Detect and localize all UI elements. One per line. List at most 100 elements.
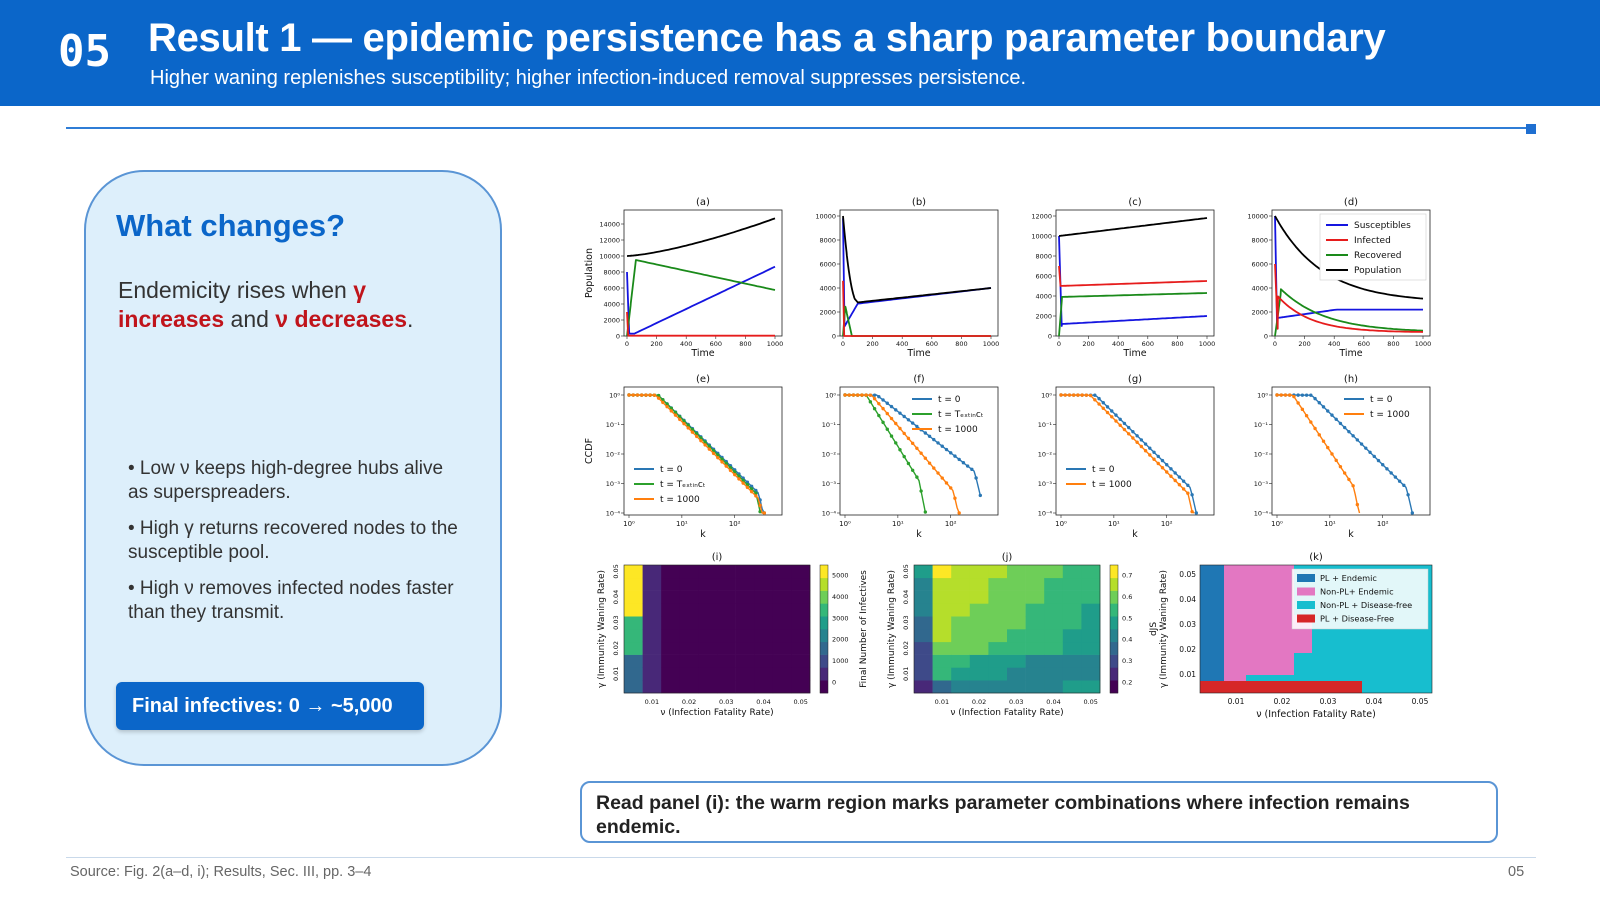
ccdf-marker xyxy=(1181,479,1186,483)
heatmap-cell xyxy=(698,603,718,617)
ccdf-marker xyxy=(881,420,885,425)
tick-label: 800 xyxy=(955,340,967,348)
ccdf-marker xyxy=(1105,410,1110,415)
ccdf-marker xyxy=(1114,413,1118,417)
ccdf-marker xyxy=(1110,415,1114,419)
tick-label: 0.02 xyxy=(1274,697,1291,706)
heatmap-cell xyxy=(1025,577,1045,591)
heatmap-cell xyxy=(735,680,755,694)
ccdf-marker xyxy=(1114,419,1118,423)
ccdf-marker xyxy=(656,396,661,400)
heatmap-cell xyxy=(772,629,792,643)
ccdf-marker xyxy=(673,410,678,415)
ccdf-marker xyxy=(728,468,733,473)
tick-label: 2000 xyxy=(1251,309,1268,317)
heatmap-cell xyxy=(1044,577,1064,591)
series-I xyxy=(626,311,775,337)
heatmap-cell xyxy=(679,565,699,579)
colorbar-step xyxy=(820,654,828,668)
ccdf-marker xyxy=(1321,405,1326,409)
panel-label: (d) xyxy=(1344,197,1358,208)
heatmap-cell xyxy=(642,680,662,694)
slide-number: 05 xyxy=(58,26,111,77)
heatmap-cell xyxy=(717,616,736,630)
x-axis-label: k xyxy=(1132,529,1138,540)
heatmap-cell xyxy=(679,577,699,591)
tick-label: 5000 xyxy=(832,572,849,580)
legend-label: t = Tₑₓₜᵢₙcₜ xyxy=(660,480,706,490)
legend-label: t = 0 xyxy=(1092,465,1115,475)
lead-middle: and xyxy=(224,306,276,332)
ccdf-marker xyxy=(720,460,724,464)
ccdf-marker xyxy=(953,454,957,458)
ccdf-marker xyxy=(1326,445,1330,450)
ccdf-marker xyxy=(1190,509,1194,514)
heatmap-cell xyxy=(1044,641,1064,655)
series-S xyxy=(626,265,776,335)
series-P xyxy=(1058,217,1208,237)
heatmap-cell xyxy=(717,680,736,694)
tick-label: 10¹ xyxy=(1324,520,1336,528)
tick-label: 10000 xyxy=(815,213,836,221)
heatmap-cell xyxy=(969,616,989,630)
ccdf-marker xyxy=(927,434,932,438)
heatmap-cell xyxy=(1081,654,1101,668)
heatmap-cell xyxy=(772,641,792,655)
ccdf-marker xyxy=(1122,421,1127,426)
tick-label: 0.02 xyxy=(612,641,620,655)
colorbar-step xyxy=(1110,629,1118,643)
heatmap-cell xyxy=(951,629,971,643)
tick-label: 0.02 xyxy=(1179,645,1196,654)
colorbar-step xyxy=(1110,565,1118,579)
colorbar-label: dJS xyxy=(1149,622,1159,636)
ccdf-marker xyxy=(970,467,974,472)
heatmap-cell xyxy=(791,641,811,655)
heatmap-cell xyxy=(642,577,662,591)
ccdf-marker xyxy=(1126,425,1131,430)
heatmap-cell xyxy=(951,590,971,604)
ccdf-marker xyxy=(1093,393,1097,397)
tick-label: 2000 xyxy=(819,309,836,317)
heatmap-cell xyxy=(754,629,774,643)
plot-frame xyxy=(839,209,999,337)
heatmap-cell xyxy=(679,641,699,655)
ccdf-marker xyxy=(1190,493,1194,497)
y-axis-label: CCDF xyxy=(584,438,595,464)
ccdf-marker xyxy=(885,411,889,416)
ccdf-marker xyxy=(1173,478,1177,483)
heatmap-cell xyxy=(969,629,989,643)
ccdf-marker xyxy=(1296,401,1300,405)
heatmap-cell xyxy=(1025,654,1045,668)
tick-label: 10000 xyxy=(1031,233,1052,241)
legend-label: PL + Endemic xyxy=(1320,573,1377,583)
tick-label: 0.05 xyxy=(1179,570,1196,579)
ccdf-marker xyxy=(915,424,919,429)
heatmap-cell xyxy=(914,565,933,579)
heatmap-cell xyxy=(988,603,1008,617)
ccdf-marker xyxy=(694,434,699,439)
tick-label: 12000 xyxy=(599,237,620,245)
ccdf-marker xyxy=(631,393,635,397)
heatmap-cell xyxy=(624,616,643,630)
tick-label: 0 xyxy=(1048,333,1052,341)
heatmap-cell xyxy=(951,603,971,617)
tick-label: 0.04 xyxy=(1366,697,1383,706)
x-axis-label: ν (Infection Fatality Rate) xyxy=(1256,709,1376,720)
ccdf-marker xyxy=(910,441,915,446)
tick-label: 0.04 xyxy=(756,698,770,706)
ccdf-marker xyxy=(1160,458,1165,463)
tick-label: 10⁻³ xyxy=(1254,480,1269,488)
ccdf-marker xyxy=(1101,406,1105,410)
heatmap-cell xyxy=(754,680,774,694)
heatmap-cell xyxy=(1044,603,1064,617)
heatmap-cell xyxy=(951,616,971,630)
ccdf-marker xyxy=(673,413,678,417)
ccdf-marker xyxy=(915,475,919,479)
ccdf-marker xyxy=(1071,393,1076,397)
ccdf-marker xyxy=(940,476,944,480)
heatmap-cell xyxy=(717,641,736,655)
tick-label: 0 xyxy=(1057,340,1061,348)
ccdf-marker xyxy=(754,488,758,493)
tick-label: 10¹ xyxy=(676,520,688,528)
colorbar-step xyxy=(1110,654,1118,668)
